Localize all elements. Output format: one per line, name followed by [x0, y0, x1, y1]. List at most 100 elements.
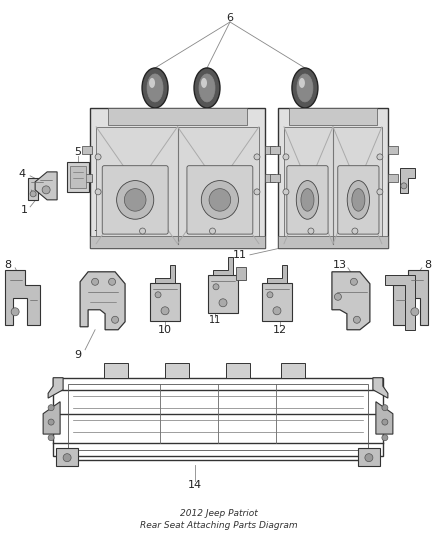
- Bar: [53, 378, 383, 456]
- Bar: [388, 174, 398, 182]
- Text: 8: 8: [4, 260, 12, 270]
- Bar: [262, 283, 292, 321]
- Circle shape: [42, 186, 50, 194]
- Text: 13: 13: [333, 260, 347, 270]
- Bar: [208, 275, 238, 313]
- Polygon shape: [236, 267, 246, 280]
- Polygon shape: [213, 257, 233, 275]
- Circle shape: [48, 419, 54, 425]
- Text: 1: 1: [21, 205, 28, 215]
- Circle shape: [401, 183, 407, 189]
- Circle shape: [335, 293, 341, 300]
- Circle shape: [283, 154, 289, 160]
- Polygon shape: [48, 378, 63, 398]
- Circle shape: [283, 189, 289, 195]
- FancyBboxPatch shape: [102, 166, 168, 234]
- FancyBboxPatch shape: [187, 166, 253, 234]
- Polygon shape: [385, 275, 415, 330]
- Circle shape: [308, 228, 314, 234]
- Bar: [70, 166, 86, 188]
- Ellipse shape: [347, 181, 370, 219]
- Text: 14: 14: [188, 480, 202, 490]
- Circle shape: [140, 228, 145, 234]
- Circle shape: [353, 316, 360, 323]
- FancyBboxPatch shape: [278, 108, 388, 248]
- FancyBboxPatch shape: [287, 166, 328, 234]
- Polygon shape: [5, 270, 40, 325]
- Polygon shape: [80, 272, 125, 330]
- Text: 8: 8: [424, 260, 431, 270]
- Bar: [104, 363, 128, 378]
- Bar: [96, 127, 259, 244]
- Circle shape: [411, 308, 419, 316]
- Text: 7: 7: [94, 230, 101, 240]
- Polygon shape: [43, 402, 60, 434]
- Bar: [358, 448, 380, 466]
- FancyBboxPatch shape: [338, 166, 379, 234]
- Polygon shape: [35, 172, 57, 200]
- Bar: [270, 146, 280, 154]
- Bar: [82, 146, 92, 154]
- Bar: [108, 108, 247, 125]
- Ellipse shape: [201, 78, 207, 88]
- Bar: [67, 162, 89, 192]
- Bar: [265, 146, 275, 154]
- Circle shape: [95, 189, 101, 195]
- Ellipse shape: [297, 74, 313, 102]
- Text: 5: 5: [74, 147, 81, 157]
- Bar: [388, 146, 398, 154]
- Text: 10: 10: [158, 325, 172, 335]
- Circle shape: [254, 189, 260, 195]
- Circle shape: [92, 278, 99, 285]
- Circle shape: [213, 284, 219, 290]
- Ellipse shape: [301, 189, 314, 211]
- Circle shape: [112, 316, 119, 323]
- Ellipse shape: [194, 68, 220, 108]
- Ellipse shape: [142, 68, 168, 108]
- Text: 9: 9: [74, 350, 81, 360]
- Circle shape: [95, 154, 101, 160]
- Circle shape: [365, 454, 373, 462]
- Circle shape: [209, 228, 215, 234]
- Ellipse shape: [352, 189, 365, 211]
- Circle shape: [377, 154, 383, 160]
- Ellipse shape: [201, 181, 238, 219]
- Bar: [226, 363, 251, 378]
- Polygon shape: [393, 270, 428, 325]
- Polygon shape: [400, 168, 415, 193]
- Text: 2012 Jeep Patriot
Rear Seat Attaching Parts Diagram: 2012 Jeep Patriot Rear Seat Attaching Pa…: [140, 509, 298, 530]
- Ellipse shape: [299, 78, 305, 88]
- Bar: [90, 236, 265, 248]
- Bar: [284, 127, 382, 244]
- Ellipse shape: [199, 74, 215, 102]
- Polygon shape: [267, 265, 287, 283]
- Ellipse shape: [147, 74, 163, 102]
- Polygon shape: [155, 265, 175, 283]
- Circle shape: [30, 191, 36, 197]
- Circle shape: [267, 292, 273, 298]
- Circle shape: [161, 307, 169, 315]
- Bar: [348, 162, 370, 192]
- Ellipse shape: [209, 189, 231, 211]
- Polygon shape: [373, 378, 388, 398]
- Polygon shape: [376, 402, 393, 434]
- Text: 5: 5: [358, 147, 365, 157]
- Circle shape: [155, 292, 161, 298]
- Ellipse shape: [292, 68, 318, 108]
- Bar: [56, 448, 78, 466]
- Circle shape: [11, 308, 19, 316]
- Circle shape: [254, 154, 260, 160]
- Text: 12: 12: [273, 325, 287, 335]
- FancyBboxPatch shape: [90, 108, 265, 248]
- Circle shape: [377, 189, 383, 195]
- Bar: [68, 384, 368, 450]
- Circle shape: [382, 419, 388, 425]
- Bar: [270, 174, 280, 182]
- Circle shape: [382, 435, 388, 441]
- Ellipse shape: [124, 189, 146, 211]
- Circle shape: [273, 307, 281, 315]
- Bar: [281, 363, 305, 378]
- Circle shape: [48, 405, 54, 411]
- Ellipse shape: [296, 181, 318, 219]
- Polygon shape: [28, 178, 46, 200]
